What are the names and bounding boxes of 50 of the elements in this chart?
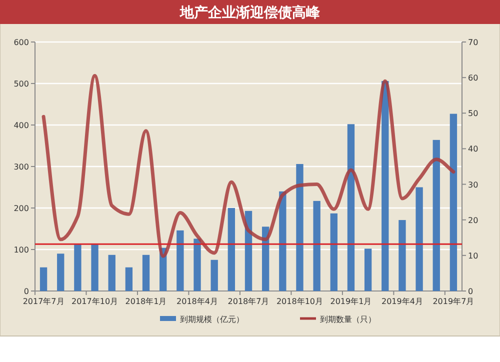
bar: [296, 164, 304, 291]
x-tick-label: 2019年1月: [330, 297, 372, 306]
bar: [228, 208, 236, 291]
y2-tick-label: 10: [468, 251, 478, 260]
y-tick-label: 400: [14, 121, 29, 130]
y2-tick-label: 30: [468, 180, 478, 190]
bar: [210, 260, 218, 291]
bar: [279, 191, 286, 291]
y-tick-label: 600: [14, 38, 29, 47]
y-tick-label: 200: [14, 204, 29, 213]
line-series: [42, 74, 456, 258]
bar: [108, 254, 116, 291]
y2-tick-label: 70: [468, 38, 478, 47]
x-tick-label: 2019年7月: [432, 297, 474, 306]
x-tick-label: 2018年1月: [125, 297, 167, 306]
y-tick-label: 500: [14, 80, 29, 88]
bar: [313, 200, 320, 291]
bar: [125, 267, 133, 291]
bar: [176, 230, 184, 291]
x-tick-label: 2017年10月: [72, 297, 118, 306]
bar: [347, 124, 355, 291]
bar: [382, 81, 389, 291]
bar: [57, 254, 64, 291]
x-tick-label: 2018年10月: [276, 297, 324, 306]
bar: [416, 187, 423, 291]
legend-label: 到期数量（只）: [320, 315, 376, 324]
x-tick-label: 2017年7月: [22, 297, 64, 306]
chart-title: 地产企业渐迎偿债高峰: [179, 4, 321, 21]
y2-tick-label: 60: [468, 74, 478, 83]
x-tick-label: 2018年7月: [228, 297, 270, 306]
x-tick-label: 2018年4月: [176, 297, 218, 306]
y-tick-label: 100: [14, 246, 29, 254]
y-tick-label: 0: [24, 287, 29, 296]
bar: [432, 140, 440, 291]
x-tick-label: 2019年4月: [381, 297, 423, 306]
y-tick-label: 300: [14, 162, 29, 172]
bar: [398, 220, 406, 291]
bar: [450, 114, 458, 291]
bar: [364, 248, 372, 291]
y2-tick-label: 20: [468, 216, 478, 225]
bar: [74, 244, 82, 291]
y2-tick-label: 0: [468, 287, 474, 296]
bar: [40, 267, 48, 291]
bar: [330, 213, 338, 291]
legend-label: 到期规模（亿元）: [180, 315, 244, 324]
y2-tick-label: 40: [468, 144, 478, 154]
y2-tick-label: 50: [468, 109, 478, 118]
bar: [142, 254, 150, 291]
bar: [194, 238, 201, 291]
bar: [91, 244, 98, 291]
